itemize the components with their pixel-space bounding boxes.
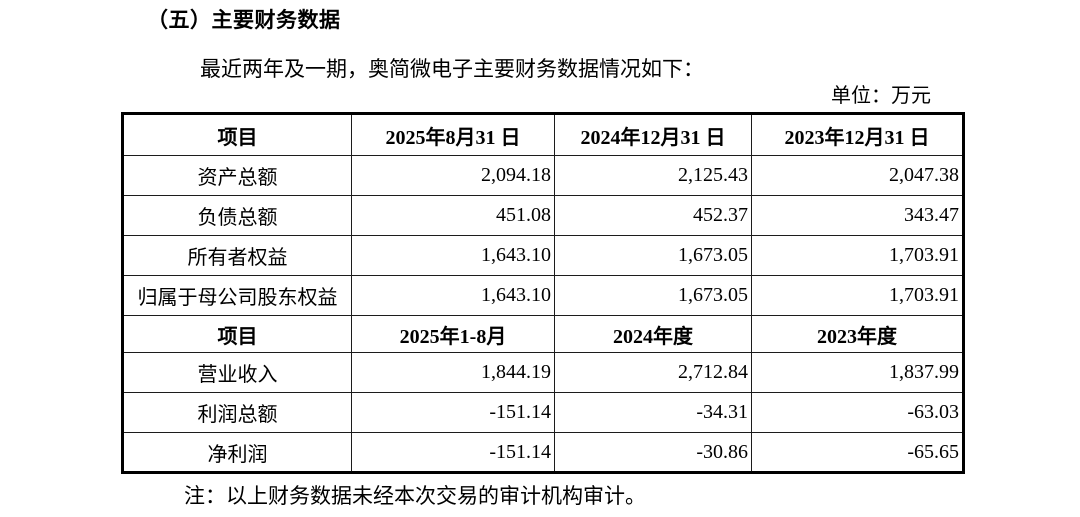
table-row-parent-equity: 归属于母公司股东权益 1,643.10 1,673.05 1,703.91	[122, 275, 964, 316]
value-cell: -63.03	[751, 392, 964, 433]
value-cell: 2,047.38	[751, 155, 964, 196]
intro-text: 最近两年及一期，奥简微电子主要财务数据情况如下：	[200, 57, 704, 81]
value-cell: 1,703.91	[751, 235, 964, 276]
value-cell: -65.65	[751, 432, 964, 473]
row-label: 营业收入	[122, 352, 352, 393]
header-cell-period-2023: 2023年度	[751, 315, 964, 353]
value-cell: 343.47	[751, 195, 964, 236]
value-cell: 2,094.18	[351, 155, 555, 196]
table-row-owners-equity: 所有者权益 1,643.10 1,673.05 1,703.91	[122, 235, 964, 276]
header-cell-date-2023: 2023年12月31 日	[751, 113, 964, 156]
table-row-total-assets: 资产总额 2,094.18 2,125.43 2,047.38	[122, 155, 964, 196]
balance-sheet-header-row: 项目 2025年8月31 日 2024年12月31 日 2023年12月31 日	[122, 113, 964, 156]
value-cell: 1,703.91	[751, 275, 964, 316]
value-cell: 1,673.05	[554, 235, 752, 276]
header-cell-date-2024: 2024年12月31 日	[554, 113, 752, 156]
value-cell: 1,643.10	[351, 235, 555, 276]
row-label: 所有者权益	[122, 235, 352, 276]
value-cell: -30.86	[554, 432, 752, 473]
row-label: 净利润	[122, 432, 352, 473]
value-cell: 2,125.43	[554, 155, 752, 196]
value-cell: 1,844.19	[351, 352, 555, 393]
value-cell: -34.31	[554, 392, 752, 433]
header-cell-period-2024: 2024年度	[554, 315, 752, 353]
unit-label: 单位：万元	[831, 85, 931, 107]
header-cell-period-2025: 2025年1-8月	[351, 315, 555, 353]
footnote: 注：以上财务数据未经本次交易的审计机构审计。	[184, 484, 646, 508]
value-cell: 2,712.84	[554, 352, 752, 393]
table-row-operating-revenue: 营业收入 1,844.19 2,712.84 1,837.99	[122, 352, 964, 393]
value-cell: 451.08	[351, 195, 555, 236]
header-cell-item: 项目	[122, 113, 352, 156]
row-label: 利润总额	[122, 392, 352, 433]
header-cell-item: 项目	[122, 315, 352, 353]
row-label: 负债总额	[122, 195, 352, 236]
header-cell-date-2025: 2025年8月31 日	[351, 113, 555, 156]
income-statement-header-row: 项目 2025年1-8月 2024年度 2023年度	[122, 315, 964, 353]
value-cell: 452.37	[554, 195, 752, 236]
table-row-net-profit: 净利润 -151.14 -30.86 -65.65	[122, 432, 964, 473]
financial-data-table: 项目 2025年8月31 日 2024年12月31 日 2023年12月31 日…	[121, 112, 965, 474]
row-label: 资产总额	[122, 155, 352, 196]
row-label: 归属于母公司股东权益	[122, 275, 352, 316]
value-cell: 1,673.05	[554, 275, 752, 316]
value-cell: -151.14	[351, 392, 555, 433]
value-cell: -151.14	[351, 432, 555, 473]
table-row-total-profit: 利润总额 -151.14 -34.31 -63.03	[122, 392, 964, 433]
section-heading: （五）主要财务数据	[147, 9, 341, 32]
value-cell: 1,643.10	[351, 275, 555, 316]
value-cell: 1,837.99	[751, 352, 964, 393]
table-row-total-liabilities: 负债总额 451.08 452.37 343.47	[122, 195, 964, 236]
